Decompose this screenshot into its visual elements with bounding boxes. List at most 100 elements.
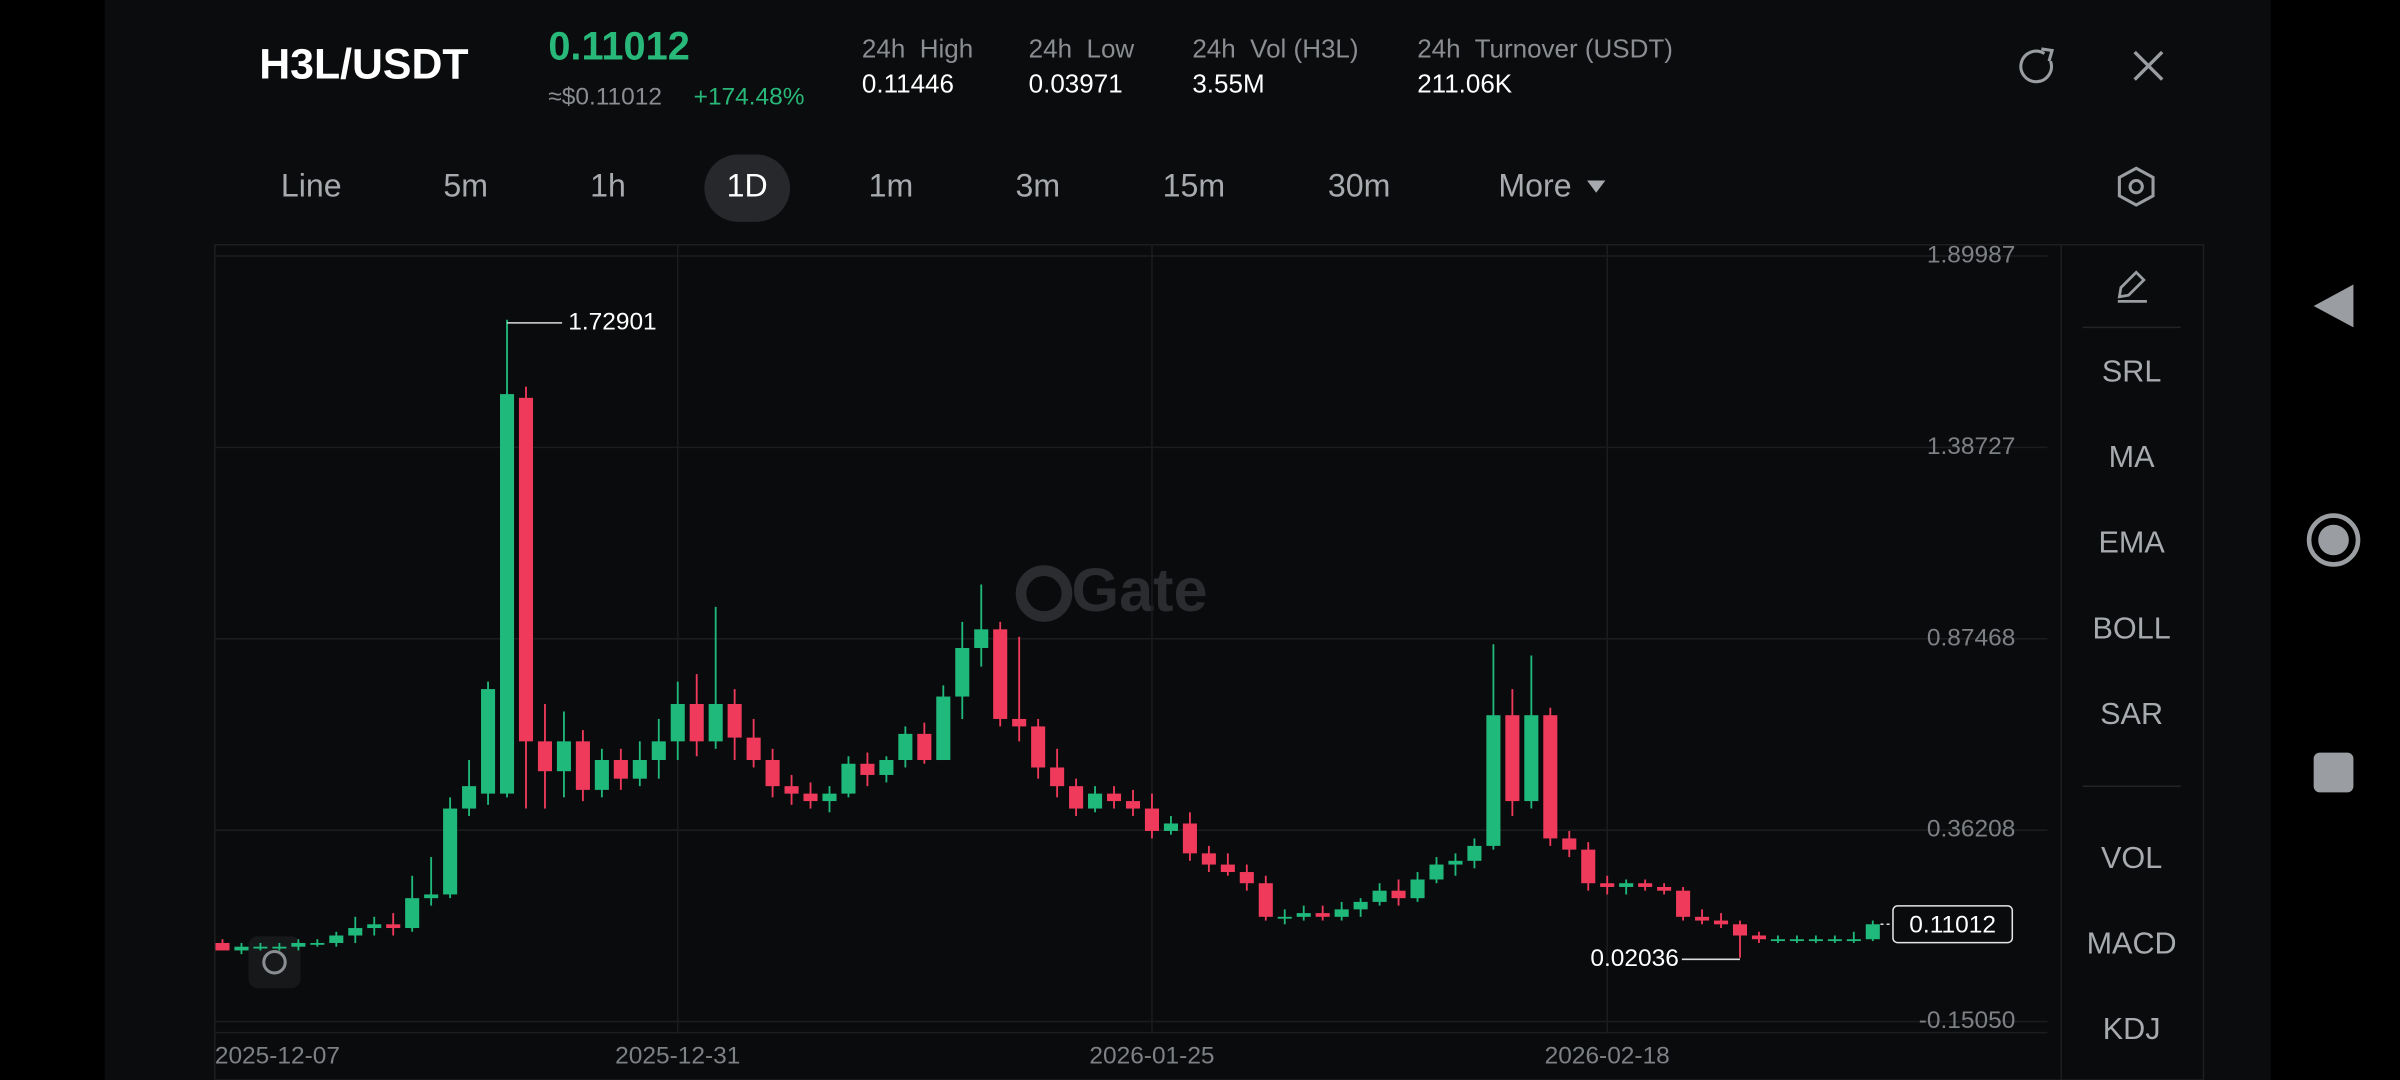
candle-body — [1353, 901, 1368, 910]
candle-body — [993, 629, 1008, 719]
drawing-tool-button[interactable] — [248, 936, 301, 989]
watermark-text: Gate — [1072, 556, 1208, 624]
candle-body — [974, 629, 989, 649]
candle-body — [784, 786, 799, 794]
candle-body — [1031, 726, 1046, 768]
indicator[interactable]: KDJ — [2103, 1012, 2161, 1046]
candle-body — [1657, 886, 1672, 891]
candle-body — [1106, 793, 1122, 802]
nav-recent[interactable] — [2313, 752, 2354, 793]
candle-body — [746, 737, 761, 761]
candle-body — [1277, 916, 1292, 919]
candle-body — [272, 946, 287, 949]
candle-body — [1144, 808, 1160, 831]
candle-body — [1239, 872, 1254, 884]
tab[interactable]: 3m — [1016, 168, 1061, 204]
candle-body — [1334, 909, 1349, 917]
candle-body — [1827, 939, 1842, 942]
stat-label: 24h Vol (H3L) — [1192, 33, 1358, 63]
candle-body — [1258, 883, 1273, 917]
candle-body — [1182, 823, 1197, 854]
tab[interactable]: 30m — [1328, 168, 1390, 204]
max-label: 1.72901 — [568, 308, 656, 335]
tab[interactable]: 1m — [869, 168, 914, 204]
candle-body — [803, 793, 818, 802]
candle-body — [1695, 916, 1710, 921]
indicator[interactable]: SAR — [2100, 697, 2163, 731]
candle-body — [1505, 715, 1520, 802]
candle-body — [594, 760, 609, 790]
last-price-label: 0.11012 — [1909, 911, 1996, 938]
y-tick-label: 1.38727 — [1927, 433, 2015, 460]
candle-body — [1676, 890, 1691, 917]
price: 0.11012 — [548, 24, 690, 68]
candle-body — [879, 760, 894, 775]
candle-body — [1562, 838, 1577, 850]
candle-body — [499, 394, 515, 794]
candle-body — [234, 946, 249, 951]
candle-body — [1619, 883, 1634, 887]
candle-body — [1448, 860, 1463, 865]
x-tick-label: 2026-01-25 — [1089, 1043, 1214, 1070]
candle-body — [632, 760, 647, 779]
candle-body — [1391, 890, 1406, 899]
tab[interactable]: 1h — [590, 168, 626, 204]
candle-body — [955, 648, 970, 697]
candle-body — [1163, 823, 1178, 831]
stat-label: 24h High — [862, 33, 973, 63]
candle-body — [1713, 920, 1729, 925]
candle-body — [310, 942, 325, 945]
indicator[interactable]: EMA — [2098, 526, 2165, 560]
candle-body — [1125, 801, 1141, 809]
nav-back[interactable] — [2313, 284, 2354, 328]
tab[interactable]: 5m — [443, 168, 488, 204]
last-price-box — [1892, 905, 2014, 944]
candle-body — [1220, 864, 1235, 873]
tool-icon — [262, 949, 287, 975]
candle-body — [1410, 879, 1425, 899]
min-label: 0.02036 — [1590, 945, 1678, 972]
candle-body — [1467, 845, 1482, 861]
indicator[interactable]: MACD — [2087, 926, 2177, 960]
x-tick-label: 2026-02-18 — [1545, 1043, 1670, 1070]
candle-body — [253, 946, 268, 949]
nav-home[interactable] — [2306, 513, 2361, 567]
indicator[interactable]: VOL — [2101, 841, 2162, 875]
candle-body — [651, 741, 666, 761]
candle-body — [1069, 786, 1084, 809]
candle-body — [386, 924, 401, 929]
indicator[interactable]: MA — [2109, 440, 2155, 474]
candle-body — [727, 704, 742, 738]
tab[interactable]: 1D — [727, 168, 768, 204]
settings-icon[interactable] — [2117, 166, 2155, 207]
y-tick-label: 0.36208 — [1927, 816, 2015, 843]
close-icon[interactable] — [2133, 50, 2164, 81]
candle-body — [215, 942, 230, 951]
indicator[interactable]: SRL — [2102, 354, 2161, 388]
tab[interactable]: More — [1498, 168, 1571, 204]
candle-body — [405, 898, 420, 929]
fiat-price: ≈$0.11012 — [548, 83, 662, 110]
candle-body — [936, 696, 951, 761]
candle-body — [443, 808, 458, 895]
candle-body — [462, 786, 477, 809]
tab[interactable]: Line — [281, 168, 342, 204]
refresh-icon[interactable] — [2019, 47, 2055, 84]
pair: H3L/USDT — [259, 41, 468, 89]
edit-icon[interactable] — [2117, 270, 2147, 303]
candle-body — [1296, 913, 1311, 917]
candle-body — [822, 793, 837, 802]
tab[interactable]: 15m — [1163, 168, 1225, 204]
candle-body — [1751, 935, 1767, 940]
candle-body — [1429, 864, 1444, 880]
watermark: Gate — [1015, 556, 1208, 624]
dropdown-caret — [1587, 180, 1606, 193]
active-tab-pill — [704, 154, 791, 222]
candle-body — [1600, 883, 1615, 887]
indicator[interactable]: BOLL — [2093, 611, 2171, 645]
candle-body — [1315, 913, 1330, 917]
candle-body — [765, 760, 780, 787]
candle-body — [1732, 924, 1748, 936]
candle-body — [917, 733, 932, 761]
candle-body — [1486, 715, 1501, 846]
